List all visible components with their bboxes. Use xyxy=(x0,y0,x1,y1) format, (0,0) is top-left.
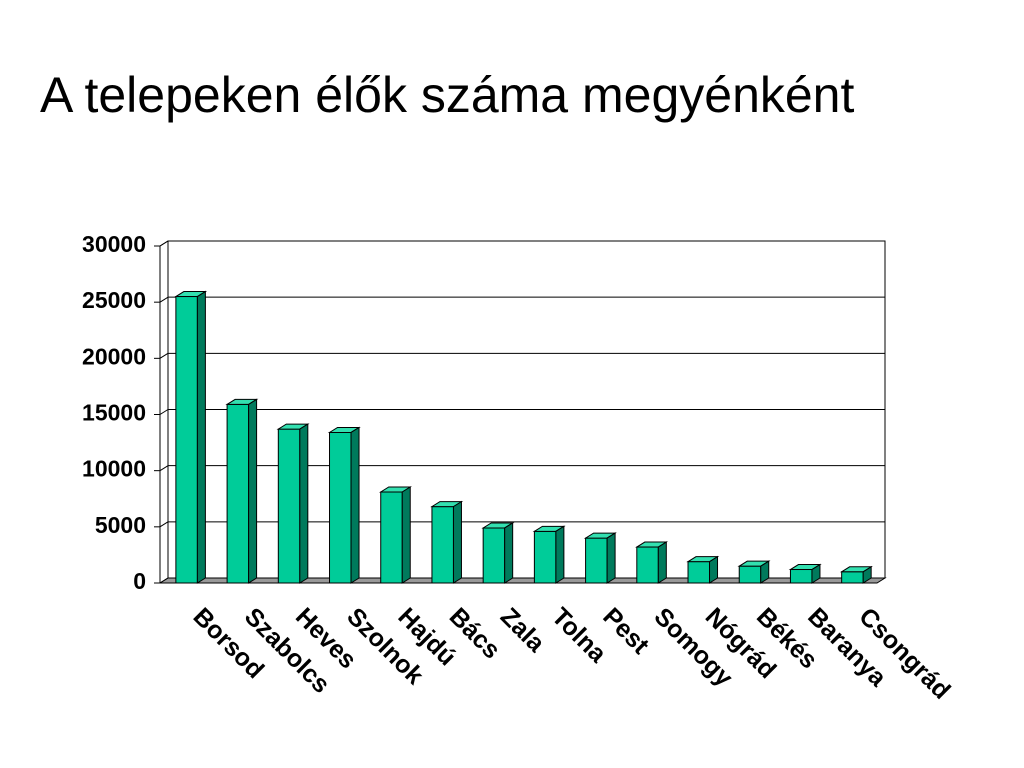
x-tick-label: Zala xyxy=(495,602,551,658)
y-tick-label: 10000 xyxy=(82,456,146,482)
bar-side xyxy=(196,290,206,584)
bar-side xyxy=(555,525,565,584)
grid-line-depth xyxy=(159,352,169,359)
y-tick-label: 25000 xyxy=(82,287,146,313)
bar xyxy=(277,428,301,584)
bar xyxy=(636,546,659,584)
plot-floor xyxy=(158,577,887,584)
bar xyxy=(687,561,711,584)
bar xyxy=(380,491,403,584)
bar xyxy=(329,431,352,584)
bar-side xyxy=(452,500,462,584)
bar-side xyxy=(401,486,411,584)
bar xyxy=(226,403,250,584)
y-tick-label: 20000 xyxy=(82,343,146,369)
bar xyxy=(175,296,198,584)
x-tick-label: Tolna xyxy=(546,602,612,668)
bar xyxy=(585,537,608,584)
bar-side xyxy=(811,563,821,584)
bar-side xyxy=(709,555,719,584)
bar-side xyxy=(862,565,872,584)
grid-line-depth xyxy=(159,240,169,247)
grid-line-depth xyxy=(159,465,169,472)
bar-side xyxy=(350,426,360,584)
bar xyxy=(841,571,864,584)
y-tick-label: 0 xyxy=(133,568,146,594)
grid-line-depth xyxy=(159,296,169,303)
bar-side xyxy=(760,560,770,584)
bar xyxy=(431,506,454,584)
bar-side xyxy=(606,532,616,584)
chart-title: A telepeken élők száma megyénként xyxy=(40,67,854,123)
bar xyxy=(789,569,813,584)
bar-side xyxy=(248,398,258,584)
bar-side xyxy=(299,423,309,584)
y-tick-label: 5000 xyxy=(95,512,146,538)
y-tick-label: 30000 xyxy=(82,231,146,257)
y-tick-label: 15000 xyxy=(82,400,146,426)
bar-side xyxy=(657,541,667,584)
bar-side xyxy=(504,522,514,584)
bar xyxy=(482,527,506,584)
grid-line-depth xyxy=(159,521,169,528)
grid-line-depth xyxy=(159,577,169,584)
grid-line-depth xyxy=(159,409,169,415)
bar xyxy=(533,530,557,584)
bar xyxy=(738,565,762,584)
